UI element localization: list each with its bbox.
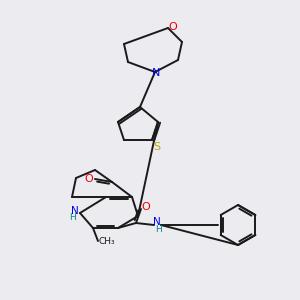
Text: O: O bbox=[85, 174, 93, 184]
Text: S: S bbox=[153, 142, 161, 152]
Text: H: H bbox=[69, 214, 75, 223]
Text: N: N bbox=[71, 206, 79, 216]
Text: N: N bbox=[153, 217, 161, 227]
Text: O: O bbox=[142, 202, 150, 212]
Text: N: N bbox=[152, 68, 160, 78]
Text: O: O bbox=[169, 22, 177, 32]
Text: CH₃: CH₃ bbox=[99, 238, 115, 247]
Text: H: H bbox=[154, 224, 161, 233]
